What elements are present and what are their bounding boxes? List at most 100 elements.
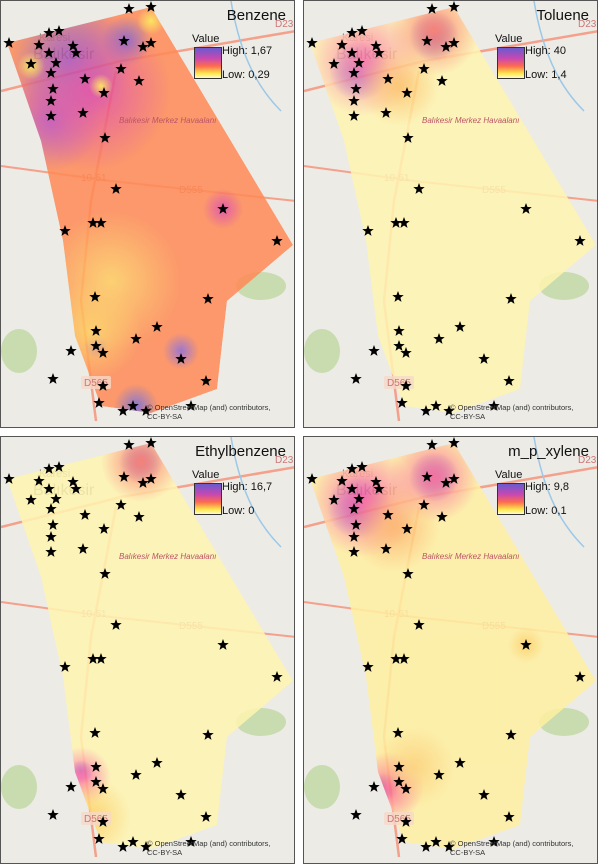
star-icon (398, 217, 410, 228)
star-icon (390, 217, 402, 228)
map-canvas: Karesi Balıkesir 10-51 D555 D23 D565 Bal… (1, 437, 294, 858)
star-icon (175, 789, 187, 800)
star-icon (426, 3, 438, 14)
star-icon (346, 27, 358, 38)
star-icon (43, 463, 55, 474)
star-icon (127, 400, 139, 411)
star-icon (93, 397, 105, 408)
star-icon (93, 833, 105, 844)
map-title: Ethylbenzene (195, 443, 286, 460)
star-icon (520, 203, 532, 214)
star-icon (346, 47, 358, 58)
legend-header: Value (192, 33, 220, 45)
river (230, 437, 282, 548)
star-icon (443, 405, 455, 416)
legend-high: High: 40 (525, 45, 566, 57)
star-icon (430, 836, 442, 847)
legend-high: High: 16,7 (222, 481, 273, 493)
star-icon (217, 639, 229, 650)
map-title: m_p_xylene (508, 443, 589, 460)
star-icon (393, 776, 405, 787)
star-icon (45, 546, 57, 557)
map-title: Toluene (536, 7, 589, 24)
legend-color-ramp (497, 483, 525, 515)
legend-header: Value (192, 469, 220, 481)
legend-low: Low: 0,1 (525, 505, 567, 517)
star-icon (440, 41, 452, 52)
attribution: © OpenStreetMap (and) contributors, CC-BY… (147, 839, 271, 857)
star-icon (77, 107, 89, 118)
star-icon (133, 511, 145, 522)
star-icon (77, 543, 89, 554)
star-icon (98, 87, 110, 98)
basemap-label-road: D23 (578, 19, 597, 30)
star-icon (90, 776, 102, 787)
river (533, 437, 585, 548)
star-icon (420, 841, 432, 852)
star-icon (503, 811, 515, 822)
star-icon (140, 841, 152, 852)
star-icon (99, 132, 111, 143)
star-icon (350, 373, 362, 384)
basemap-label-airport: Balıkesir Merkez Havaalanı (119, 552, 216, 561)
star-icon (390, 653, 402, 664)
basemap-label-road: D565 (84, 378, 108, 389)
star-icon (133, 75, 145, 86)
star-icon (145, 37, 157, 48)
star-icon (130, 333, 142, 344)
star-icon (400, 816, 412, 827)
star-icon (87, 217, 99, 228)
legend: Value High: 16,7 Low: 0 (192, 469, 284, 519)
star-icon (115, 499, 127, 510)
star-icon (97, 783, 109, 794)
star-icon (306, 37, 318, 48)
star-icon (348, 531, 360, 542)
star-icon (3, 37, 15, 48)
star-icon (448, 37, 460, 48)
star-icon (505, 293, 517, 304)
concentration-hotspot (359, 46, 439, 126)
star-icon (45, 95, 57, 106)
star-icon (421, 471, 433, 482)
concentration-hotspot (374, 727, 454, 807)
attribution-line: CC-BY-SA (450, 848, 486, 857)
attribution-line: CC-BY-SA (450, 412, 486, 421)
star-icon (145, 473, 157, 484)
star-icon (368, 345, 380, 356)
star-icon (454, 757, 466, 768)
basemap-label-road: D23 (578, 455, 597, 466)
star-icon (433, 333, 445, 344)
legend: Value High: 1,67 Low: 0,29 (192, 33, 284, 83)
star-icon (47, 83, 59, 94)
star-icon (97, 380, 109, 391)
star-icon (89, 727, 101, 738)
concentration-hotspot (101, 443, 181, 502)
star-icon (217, 203, 229, 214)
map-canvas: Karesi Balıkesir 10-51 D555 D23 D565 Bal… (304, 1, 597, 422)
star-icon (200, 811, 212, 822)
star-icon (348, 546, 360, 557)
star-icon (185, 400, 197, 411)
green-area (304, 765, 340, 809)
concentration-hotspot (137, 7, 165, 35)
star-icon (47, 373, 59, 384)
star-icon (70, 47, 82, 58)
star-icon (110, 619, 122, 630)
star-icon (448, 437, 460, 448)
star-icon (47, 519, 59, 530)
star-icon (25, 494, 37, 505)
star-icon (123, 439, 135, 450)
legend-color-ramp (194, 483, 222, 515)
map-panel-toluene: Karesi Balıkesir 10-51 D555 D23 D565 Bal… (303, 0, 598, 428)
star-icon (393, 340, 405, 351)
legend-low: Low: 0,29 (222, 69, 270, 81)
star-icon (382, 509, 394, 520)
star-icon (175, 353, 187, 364)
star-icon (67, 40, 79, 51)
star-icon (392, 291, 404, 302)
star-icon (373, 47, 385, 58)
star-icon (127, 836, 139, 847)
star-icon (43, 483, 55, 494)
star-icon (503, 375, 515, 386)
attribution-line: © OpenStreetMap (and) contributors, (147, 839, 271, 848)
